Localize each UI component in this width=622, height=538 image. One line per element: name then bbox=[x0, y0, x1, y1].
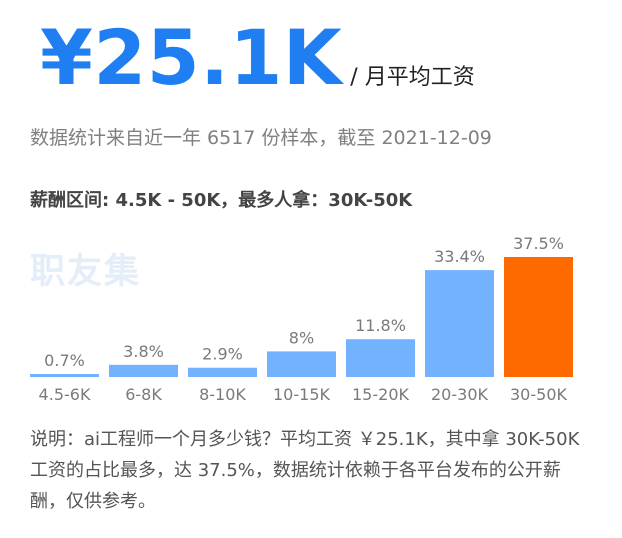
value-label-20-30K: 33.4% bbox=[434, 247, 485, 266]
value-label-10-15K: 8% bbox=[289, 328, 314, 347]
category-label-30-50K: 30-50K bbox=[510, 385, 567, 404]
average-salary-unit: / 月平均工资 bbox=[350, 65, 475, 90]
bar-20-30K bbox=[425, 270, 494, 377]
bar-30-50K bbox=[504, 257, 573, 377]
bar-10-15K bbox=[267, 351, 336, 377]
value-label-15-20K: 11.8% bbox=[355, 316, 406, 335]
category-label-8-10K: 8-10K bbox=[199, 385, 246, 404]
watermark-logo: 职友集 bbox=[30, 252, 142, 292]
category-label-6-8K: 6-8K bbox=[125, 385, 162, 404]
value-label-6-8K: 3.8% bbox=[123, 342, 164, 361]
category-label-20-30K: 20-30K bbox=[431, 385, 488, 404]
bar-15-20K bbox=[346, 339, 415, 377]
bar-4.5-6K bbox=[30, 374, 99, 377]
bar-8-10K bbox=[188, 367, 257, 377]
salary-range: 薪酬区间: 4.5K - 50K，最多人拿：30K-50K bbox=[30, 190, 413, 211]
value-label-4.5-6K: 0.7% bbox=[44, 351, 85, 370]
bar-6-8K bbox=[109, 364, 178, 377]
category-label-4.5-6K: 4.5-6K bbox=[39, 385, 91, 404]
average-salary-amount: ¥25.1K bbox=[40, 13, 343, 102]
value-label-8-10K: 2.9% bbox=[202, 345, 243, 364]
category-label-10-15K: 10-15K bbox=[273, 385, 330, 404]
sample-subtitle: 数据统计来自近一年 6517 份样本，截至 2021-12-09 bbox=[30, 127, 492, 149]
category-label-15-20K: 15-20K bbox=[352, 385, 409, 404]
value-label-30-50K: 37.5% bbox=[513, 234, 564, 253]
headline: ¥25.1K / 月平均工资 bbox=[40, 20, 475, 96]
description-text: 说明：ai工程师一个月多少钱？平均工资 ￥25.1K，其中拿 30K-50K 工… bbox=[30, 429, 580, 512]
